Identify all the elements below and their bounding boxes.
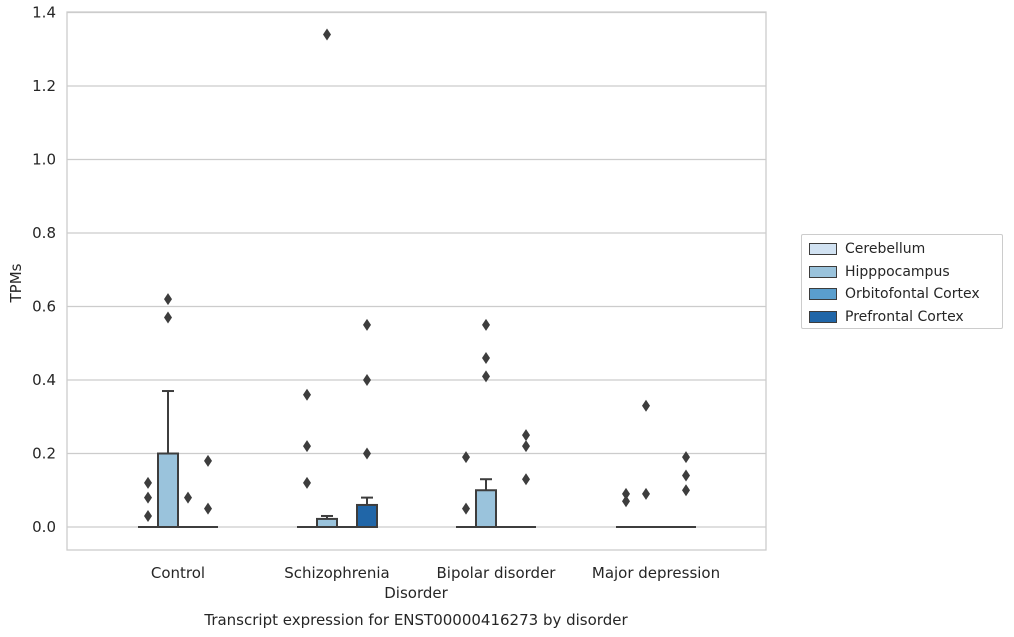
outlier-point <box>522 440 530 453</box>
outlier-point <box>482 351 490 364</box>
legend-swatch <box>809 265 837 278</box>
outlier-point <box>622 495 630 508</box>
box-cerebellum <box>138 476 158 528</box>
box-orbitofontal-cortex <box>178 491 198 528</box>
y-tick-label: 0.8 <box>32 224 56 242</box>
outlier-point <box>682 484 690 497</box>
box-cerebellum <box>616 487 636 528</box>
outlier-point <box>522 473 530 486</box>
outlier-point <box>303 476 311 489</box>
legend-label: Orbitofontal Cortex <box>845 286 980 302</box>
outlier-point <box>144 509 152 522</box>
legend-swatch <box>809 310 837 323</box>
y-tick-label: 0.6 <box>32 298 56 316</box>
box-prefrontal-cortex <box>198 454 218 528</box>
box-hipppocampus <box>316 28 338 528</box>
outlier-point <box>462 502 470 515</box>
outlier-point <box>363 374 371 386</box>
legend-label: Hipppocampus <box>845 263 950 280</box>
y-tick-labels: 0.0 0.2 0.4 0.6 0.8 1.0 1.2 1.4 <box>32 4 56 537</box>
box-body <box>475 489 497 528</box>
outlier-point <box>682 451 690 464</box>
outlier-point <box>462 451 470 464</box>
y-tick-label: 0.2 <box>32 445 56 463</box>
outlier-point <box>144 491 152 504</box>
box-body <box>316 517 338 528</box>
outlier-point <box>682 469 690 482</box>
outlier-point <box>482 318 490 331</box>
box-body <box>356 503 378 529</box>
x-tick-label: Major depression <box>592 564 720 582</box>
gridlines <box>67 11 766 528</box>
box-hipppocampus <box>157 293 179 528</box>
box-prefrontal-cortex <box>676 451 696 528</box>
outlier-point <box>323 28 331 41</box>
x-axis-label: Disorder <box>384 584 448 602</box>
y-tick-label: 0.4 <box>32 371 56 389</box>
outlier-point <box>144 476 152 489</box>
legend-item: Hipppocampus <box>809 263 950 281</box>
legend-label: Prefrontal Cortex <box>845 308 964 325</box>
box-hipppocampus <box>475 318 497 528</box>
outlier-point <box>204 502 212 515</box>
box-marks <box>138 28 696 529</box>
plot-area-frame <box>66 11 767 551</box>
legend-swatch <box>809 243 837 255</box>
y-tick-label: 0.0 <box>32 518 56 536</box>
box-body <box>157 452 179 528</box>
y-tick-label: 1.0 <box>32 151 56 169</box>
x-tick-labels: Control Schizophrenia Bipolar disorder Majo… <box>151 564 720 582</box>
box-cerebellum <box>456 451 476 528</box>
outlier-point <box>204 454 212 467</box>
outlier-point <box>363 447 371 460</box>
y-axis-label: TPMs <box>7 263 25 303</box>
legend-swatch <box>809 288 837 300</box>
outlier-point <box>522 429 530 442</box>
outlier-point <box>642 487 650 500</box>
box-cerebellum <box>297 388 317 528</box>
outlier-point <box>363 318 371 331</box>
outlier-point <box>622 487 630 500</box>
legend-label: Cerebellum <box>845 241 926 257</box>
outlier-point <box>164 311 172 324</box>
y-tick-label: 1.2 <box>32 77 56 95</box>
box-hipppocampus <box>636 399 656 528</box>
box-prefrontal-cortex <box>516 429 536 528</box>
x-tick-label: Bipolar disorder <box>437 564 557 582</box>
legend-item: Cerebellum <box>809 240 925 258</box>
outlier-point <box>303 388 311 401</box>
legend: Cerebellum Hipppocampus Orbitofontal Corte… <box>801 234 1003 329</box>
outlier-point <box>184 491 192 504</box>
legend-item: Orbitofontal Cortex <box>809 285 980 303</box>
y-tick-label: 1.4 <box>32 4 56 22</box>
outlier-point <box>482 370 490 383</box>
chart-title: Transcript expression for ENST0000041627… <box>203 611 628 629</box>
outlier-point <box>303 440 311 453</box>
outlier-point <box>164 293 172 306</box>
x-tick-label: Schizophrenia <box>284 564 389 582</box>
legend-item: Prefrontal Cortex <box>809 308 964 326</box>
outlier-point <box>642 399 650 412</box>
box-prefrontal-cortex <box>356 318 378 529</box>
x-tick-label: Control <box>151 564 205 582</box>
